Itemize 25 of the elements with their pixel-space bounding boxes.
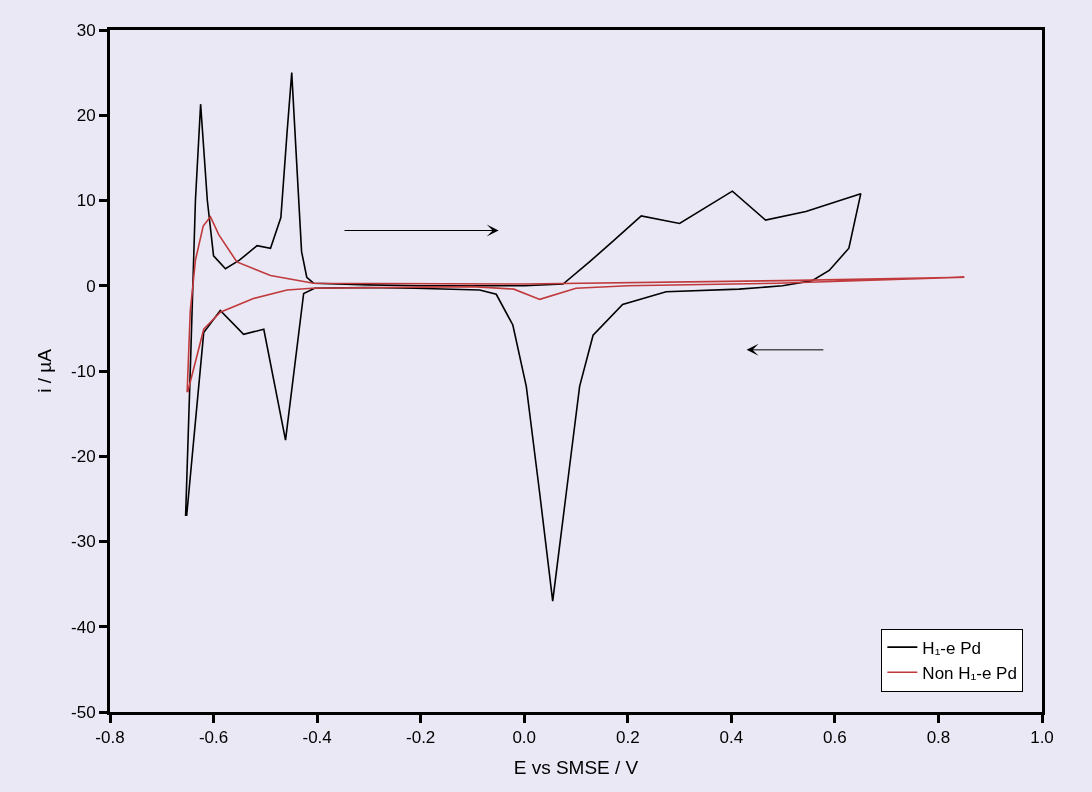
legend-label: H₁-e Pd [922, 638, 982, 658]
x-tick-label: -0.8 [95, 728, 125, 748]
legend-label: Non H₁-e Pd [922, 663, 1017, 683]
y-axis-title: i / µA [33, 348, 55, 393]
y-tick-label: -10 [71, 361, 96, 381]
x-tick-label: 0.0 [512, 728, 537, 748]
x-tick-label: 0.6 [823, 728, 847, 748]
x-tick-label: -0.2 [406, 728, 436, 748]
y-tick-label: -30 [71, 532, 96, 552]
x-tick-label: 0.4 [719, 728, 744, 748]
y-tick-label: 30 [76, 20, 96, 40]
line-series [184, 71, 862, 602]
x-tick-label: 0.2 [615, 728, 640, 748]
y-tick-label: 0 [86, 276, 96, 296]
x-tick-label: -0.4 [302, 728, 332, 748]
line-series [186, 215, 966, 394]
x-axis-title: E vs SMSE / V [513, 757, 639, 779]
y-tick-label: -40 [71, 617, 96, 637]
x-tick-label: -0.6 [198, 728, 229, 748]
x-tick-label: 0.8 [926, 728, 951, 748]
y-tick-label: 10 [76, 191, 96, 211]
x-tick-label: 1.0 [1030, 728, 1054, 748]
y-tick-label: 20 [76, 106, 96, 126]
y-tick-label: -20 [71, 447, 96, 467]
y-tick-label: -50 [71, 702, 96, 722]
